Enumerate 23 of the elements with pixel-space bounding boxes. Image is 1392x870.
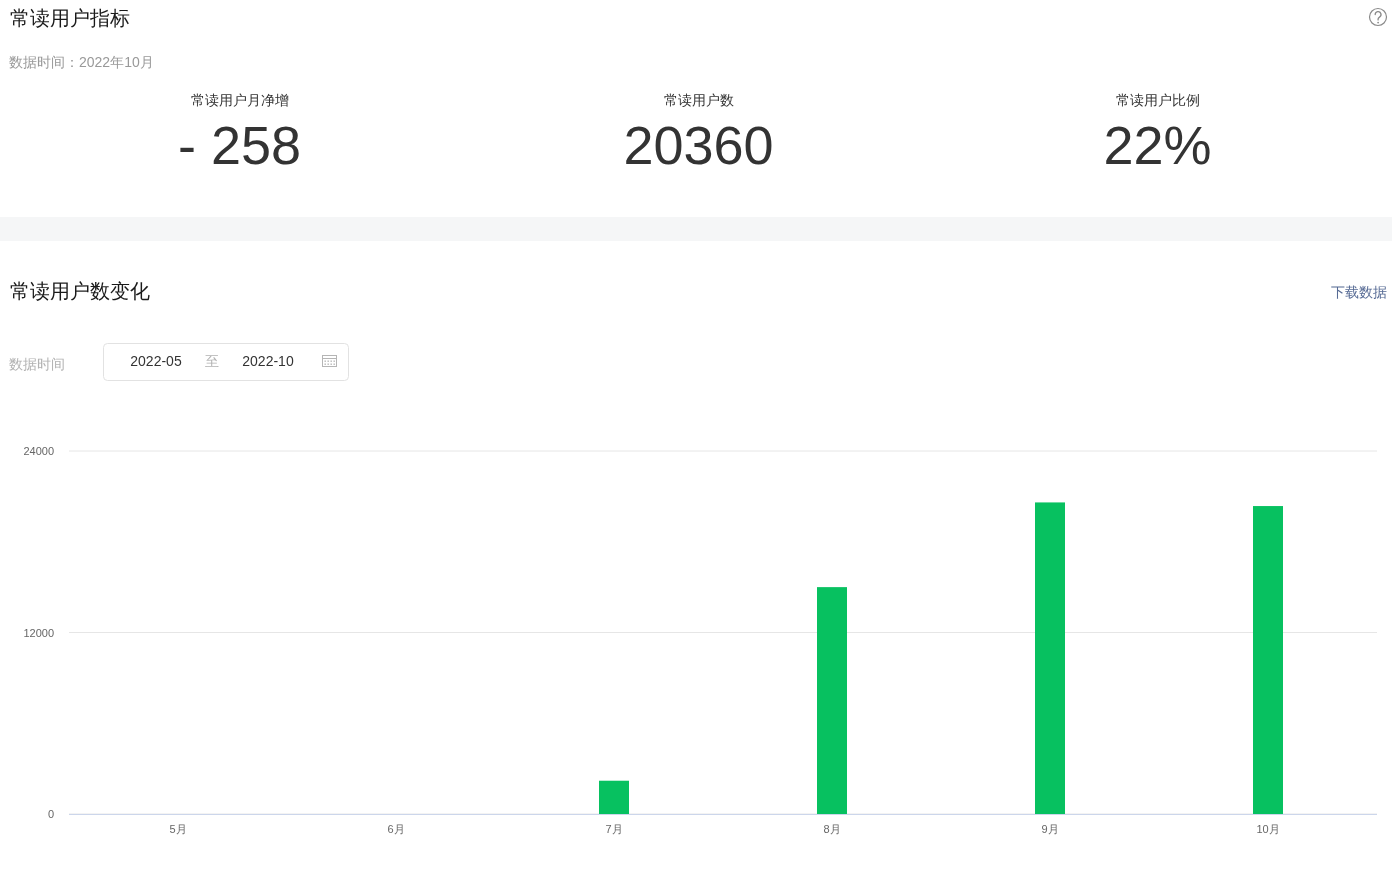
annotation: 2022-10	[242, 353, 294, 369]
title: 常读用户数变化	[10, 280, 150, 302]
ytick: 24000	[23, 445, 54, 457]
xtick: 6月	[387, 823, 405, 835]
kpi-label: 常读用户月净增	[190, 92, 289, 108]
kpi-value: - 258	[177, 115, 302, 175]
title: 常读用户指标	[10, 7, 130, 29]
annotation: 下载数据	[1331, 284, 1387, 300]
annotation: 数据时间	[9, 356, 65, 372]
ytick: 0	[47, 808, 54, 820]
annotation: 至	[205, 353, 219, 369]
kpi-label: 常读用户比例	[1115, 92, 1200, 108]
ytick: 12000	[23, 626, 54, 639]
annotation: 2022-05	[130, 353, 182, 369]
kpi-value: 22%	[1103, 115, 1212, 175]
xtick: 7月	[605, 823, 623, 835]
kpi-value: 20360	[623, 115, 774, 175]
subtitle: 数据时间：2022年10月	[9, 54, 154, 70]
xtick: 9月	[1041, 823, 1059, 835]
xtick: 5月	[169, 823, 187, 835]
kpi-label: 常读用户数	[663, 92, 734, 108]
xtick: 10月	[1256, 823, 1280, 835]
xtick: 8月	[823, 823, 841, 835]
